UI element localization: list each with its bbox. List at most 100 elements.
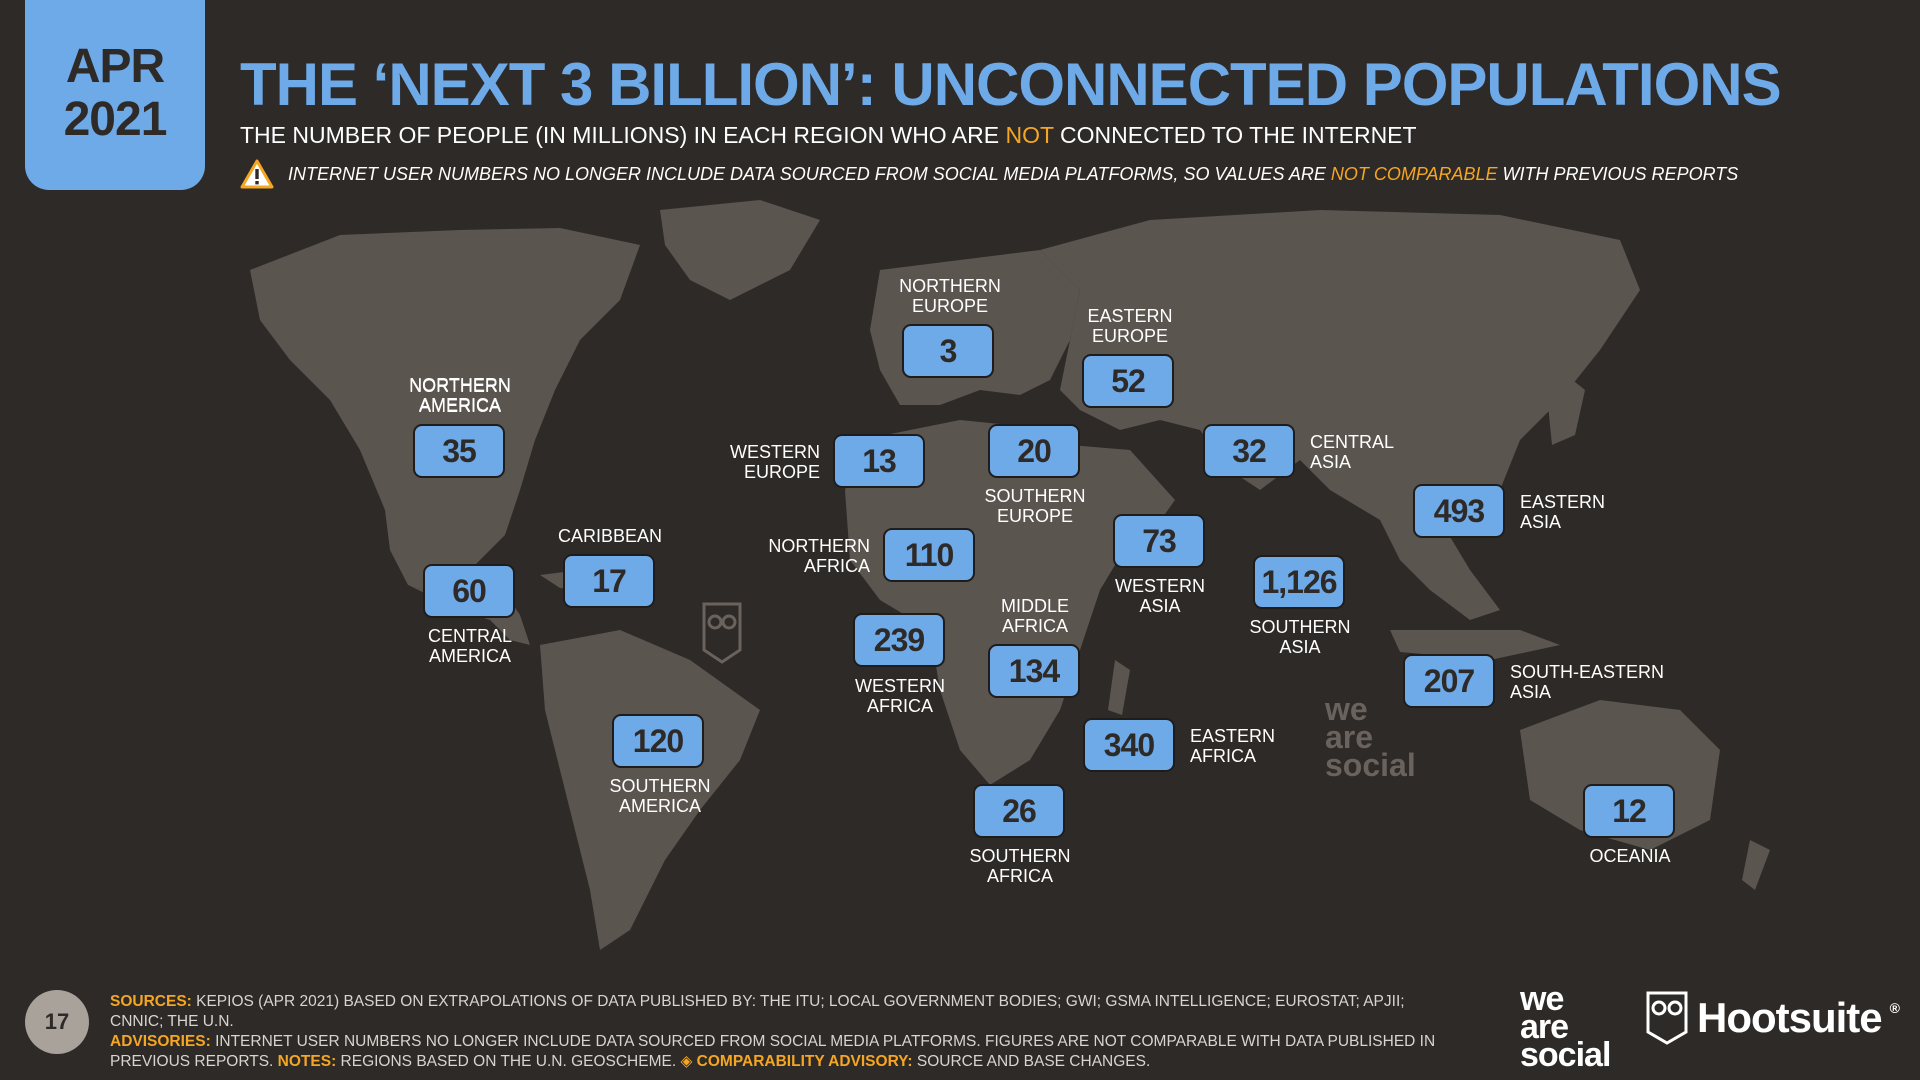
registered-mark: ® (1889, 1000, 1900, 1016)
value-eastern-africa: 340 (1083, 718, 1175, 772)
label-line: EUROPE (996, 506, 1074, 526)
warning-text-start: INTERNET USER NUMBERS NO LONGER INCLUDE … (288, 163, 1331, 184)
label-line: ASIA (1310, 452, 1352, 472)
landmass-japan (1548, 370, 1585, 445)
hootsuite-logo: Hootsuite ® (1645, 990, 1900, 1046)
page-number: 17 (25, 990, 89, 1054)
warning-triangle-icon (240, 159, 274, 189)
hootsuite-owl-watermark-icon (702, 602, 742, 664)
landmass-greenland (660, 200, 820, 300)
label-line: ASIA (1510, 682, 1552, 702)
value-south-eastern-asia: 207 (1403, 654, 1495, 708)
label-line: WESTERN (855, 676, 945, 696)
watermark-word: are (1325, 719, 1374, 755)
northern-america-label-1: NORTHERN (409, 375, 511, 395)
value-western-asia: 73 (1113, 514, 1205, 568)
logo-word: we (1520, 980, 1564, 1018)
label-line: WESTERN (730, 442, 820, 462)
label-line: AFRICA (986, 866, 1054, 886)
label-line: WESTERN (1115, 576, 1205, 596)
label-line: AFRICA (1190, 746, 1257, 766)
we-are-social-logo: we are social (1520, 980, 1611, 1074)
notes-key: NOTES: (277, 1053, 337, 1070)
value-northern-america: 35 (413, 424, 505, 478)
sources-text: KEPIOS (APR 2021) BASED ON EXTRAPOLATION… (110, 993, 1405, 1030)
value-eastern-asia: 493 (1413, 484, 1505, 538)
logo-word: are (1520, 1008, 1569, 1046)
page-title: THE ‘NEXT 3 BILLION’: UNCONNECTED POPULA… (240, 51, 1782, 118)
logo-word: social (1520, 1036, 1611, 1074)
label-northern-africa: NORTHERN AFRICA (768, 536, 870, 576)
label-eastern-europe: EASTERN EUROPE (1087, 306, 1172, 346)
notes-text: REGIONS BASED ON THE U.N. GEOSCHEME. (336, 1053, 681, 1070)
label-line: ASIA (1520, 512, 1562, 532)
badge-month: APR (65, 40, 165, 93)
label-central-america: CENTRAL AMERICA (428, 626, 512, 666)
value-central-asia: 32 (1203, 424, 1295, 478)
label-line: AFRICA (866, 696, 933, 716)
label-western-africa: WESTERN AFRICA (855, 676, 945, 716)
value-southern-africa: 26 (973, 784, 1065, 838)
value-eastern-europe: 52 (1082, 354, 1174, 408)
label-line: AMERICA (618, 796, 702, 816)
label-line: SOUTHERN (1249, 617, 1351, 637)
value-southern-america: 120 (612, 714, 704, 768)
page-subtitle: THE NUMBER OF PEOPLE (IN MILLIONS) IN EA… (240, 122, 1417, 149)
value-western-africa: 239 (853, 613, 945, 667)
hootsuite-owl-icon (1646, 991, 1688, 1045)
we-are-social-watermark: we are social (1325, 691, 1416, 783)
label-oceania: OCEANIA (1589, 846, 1670, 866)
value-southern-europe: 20 (988, 424, 1080, 478)
value-northern-europe: 3 (902, 324, 994, 378)
subtitle-highlight: NOT (1005, 122, 1054, 148)
watermark-word: social (1325, 747, 1416, 783)
value-western-europe: 13 (833, 434, 925, 488)
label-line: NORTHERN (899, 276, 1001, 296)
label-line: OCEANIA (1589, 846, 1671, 866)
label-line: SOUTHERN (609, 776, 711, 796)
footer-sources: SOURCES: KEPIOS (APR 2021) BASED ON EXTR… (110, 992, 1450, 1072)
label-line: EASTERN (1520, 492, 1606, 512)
label-central-asia: CENTRAL ASIA (1310, 432, 1394, 472)
label-middle-africa: MIDDLE AFRICA (1001, 596, 1069, 636)
label-line: AFRICA (803, 556, 870, 576)
subtitle-text: THE NUMBER OF PEOPLE (IN MILLIONS) IN EA… (240, 122, 1006, 148)
advisories-text: INTERNET USER NUMBERS NO LONGER INCLUDE … (110, 1033, 1436, 1070)
hootsuite-wordmark: Hootsuite (1697, 994, 1883, 1041)
label-southern-europe: SOUTHERN EUROPE (984, 486, 1085, 526)
label-northern-america: NORTHERN AMERICA (409, 376, 511, 416)
landmass-new-zealand (1742, 840, 1770, 890)
landmass-indonesia (1390, 630, 1560, 660)
label-south-eastern-asia: SOUTH-EASTERN ASIA (1510, 662, 1664, 702)
value-northern-africa: 110 (883, 528, 975, 582)
badge-year: 2021 (63, 93, 168, 146)
label-line: CENTRAL (1310, 432, 1395, 452)
label-eastern-asia: EASTERN ASIA (1520, 492, 1605, 532)
subtitle-text-end: CONNECTED TO THE INTERNET (1053, 122, 1417, 148)
watermark-word: we (1325, 691, 1368, 727)
value-middle-africa: 134 (988, 644, 1080, 698)
label-line: ASIA (1139, 596, 1181, 616)
label-line: AFRICA (1001, 616, 1069, 636)
label-line: NORTHERN (409, 376, 511, 396)
value-caribbean: 17 (563, 554, 655, 608)
label-line: ASIA (1279, 637, 1321, 657)
comparability-text: SOURCE AND BASE CHANGES. (912, 1053, 1151, 1070)
warning-highlight: NOT COMPARABLE (1330, 163, 1498, 184)
label-line: EASTERN (1087, 306, 1173, 326)
landmass-asia (1040, 210, 1640, 520)
value-central-america: 60 (423, 564, 515, 618)
date-badge: APR 2021 (25, 0, 205, 190)
label-line: NORTHERN (768, 536, 870, 556)
label-western-europe: WESTERN EUROPE (730, 442, 820, 482)
label-line: AMERICA (428, 646, 512, 666)
advisories-key: ADVISORIES: (110, 1033, 211, 1050)
comparability-warning: INTERNET USER NUMBERS NO LONGER INCLUDE … (240, 158, 1738, 190)
label-line: CENTRAL (427, 626, 513, 646)
label-line: EUROPE (911, 296, 989, 316)
warning-text: INTERNET USER NUMBERS NO LONGER INCLUDE … (288, 164, 1738, 185)
label-line: CARIBBEAN (557, 526, 663, 546)
sources-key: SOURCES: (110, 993, 192, 1010)
label-southern-america: SOUTHERN AMERICA (609, 776, 710, 816)
